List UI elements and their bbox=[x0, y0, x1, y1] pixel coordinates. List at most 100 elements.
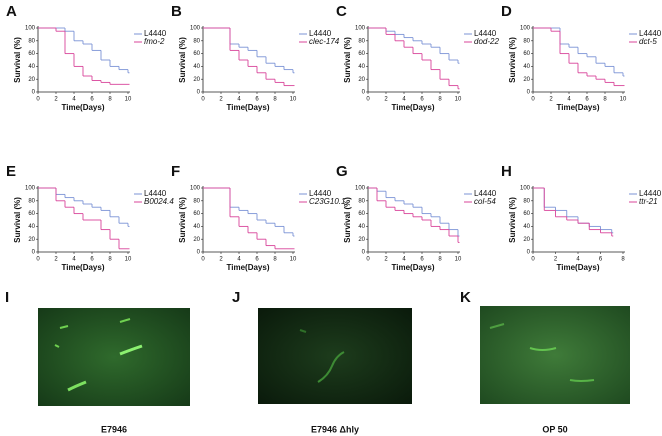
legend-label: fmo-2 bbox=[144, 37, 165, 46]
x-tick-label: 2 bbox=[54, 97, 58, 103]
y-tick-label: 20 bbox=[28, 237, 35, 243]
y-tick-label: 80 bbox=[358, 38, 365, 44]
x-tick-label: 2 bbox=[549, 97, 553, 103]
y-tick-label: 80 bbox=[523, 38, 530, 44]
x-axis-label: Time(Days) bbox=[392, 263, 435, 272]
x-axis-label: Time(Days) bbox=[557, 103, 600, 112]
x-tick-label: 2 bbox=[54, 257, 58, 263]
legend-label: L4440 bbox=[144, 189, 167, 198]
y-axis-label: Survival (%) bbox=[343, 197, 352, 243]
x-tick-label: 8 bbox=[108, 97, 112, 103]
y-tick-label: 40 bbox=[28, 224, 35, 230]
y-tick-label: 40 bbox=[358, 64, 365, 70]
x-tick-label: 0 bbox=[201, 97, 205, 103]
x-axis-label: Time(Days) bbox=[392, 103, 435, 112]
panel-label: A bbox=[6, 3, 17, 20]
legend-label: B0024.4 bbox=[144, 197, 174, 206]
y-tick-label: 60 bbox=[193, 51, 200, 57]
legend-label: ttr-21 bbox=[639, 197, 658, 206]
x-tick-label: 4 bbox=[237, 97, 241, 103]
survival-chart: F 0 20 40 60 80 100 0 2 4 6 8 10 Time(Days) Survival (… bbox=[171, 163, 345, 272]
x-tick-label: 2 bbox=[384, 257, 388, 263]
y-tick-label: 20 bbox=[193, 77, 200, 83]
x-tick-label: 4 bbox=[72, 257, 76, 263]
x-tick-label: 10 bbox=[455, 257, 462, 263]
y-axis-label: Survival (%) bbox=[13, 37, 22, 83]
panel-label: C bbox=[336, 3, 347, 20]
y-axis-label: Survival (%) bbox=[178, 37, 187, 83]
image-i bbox=[38, 308, 190, 406]
x-tick-label: 6 bbox=[255, 97, 259, 103]
image-caption: OP 50 bbox=[542, 424, 567, 434]
y-tick-label: 0 bbox=[527, 90, 531, 96]
x-tick-label: 6 bbox=[255, 257, 259, 263]
y-axis-label: Survival (%) bbox=[178, 197, 187, 243]
x-tick-label: 6 bbox=[420, 257, 424, 263]
x-tick-label: 0 bbox=[366, 257, 370, 263]
panel-label: K bbox=[460, 289, 471, 306]
y-tick-label: 0 bbox=[32, 250, 36, 256]
x-tick-label: 8 bbox=[438, 97, 442, 103]
legend-label: L4440 bbox=[144, 29, 167, 38]
panel-label: J bbox=[232, 289, 240, 306]
x-axis-label: Time(Days) bbox=[227, 263, 270, 272]
y-axis-label: Survival (%) bbox=[13, 197, 22, 243]
x-tick-label: 2 bbox=[219, 257, 223, 263]
y-tick-label: 60 bbox=[523, 51, 530, 57]
x-tick-label: 10 bbox=[455, 97, 462, 103]
x-tick-label: 10 bbox=[290, 257, 297, 263]
x-tick-label: 2 bbox=[219, 97, 223, 103]
y-tick-label: 20 bbox=[28, 77, 35, 83]
x-tick-label: 8 bbox=[603, 97, 607, 103]
y-tick-label: 0 bbox=[362, 90, 366, 96]
x-tick-label: 4 bbox=[402, 257, 406, 263]
survival-chart: G 0 20 40 60 80 100 0 2 4 6 8 10 Time(Days) Survival (… bbox=[336, 163, 497, 272]
panel-label: B bbox=[171, 3, 182, 20]
y-tick-label: 20 bbox=[523, 77, 530, 83]
y-tick-label: 100 bbox=[190, 26, 201, 32]
image-caption: E7946 Δhly bbox=[311, 424, 359, 434]
legend-label: L4440 bbox=[309, 29, 332, 38]
legend-label: clec-174 bbox=[309, 37, 340, 46]
x-tick-label: 0 bbox=[366, 97, 370, 103]
x-tick-label: 6 bbox=[599, 257, 603, 263]
y-tick-label: 40 bbox=[193, 224, 200, 230]
y-tick-label: 80 bbox=[523, 198, 530, 204]
y-tick-label: 80 bbox=[193, 198, 200, 204]
y-tick-label: 0 bbox=[32, 90, 36, 96]
y-tick-label: 100 bbox=[520, 186, 531, 192]
y-tick-label: 20 bbox=[358, 77, 365, 83]
x-tick-label: 8 bbox=[273, 97, 277, 103]
x-tick-label: 4 bbox=[576, 257, 580, 263]
survival-chart: C 0 20 40 60 80 100 0 2 4 6 8 10 Time(Days) Survival (… bbox=[336, 3, 499, 112]
y-tick-label: 60 bbox=[358, 51, 365, 57]
legend-label: dct-5 bbox=[639, 37, 657, 46]
x-tick-label: 2 bbox=[554, 257, 558, 263]
y-tick-label: 60 bbox=[193, 211, 200, 217]
x-tick-label: 2 bbox=[384, 97, 388, 103]
x-tick-label: 0 bbox=[36, 97, 40, 103]
x-tick-label: 4 bbox=[237, 257, 241, 263]
x-tick-label: 4 bbox=[567, 97, 571, 103]
x-tick-label: 8 bbox=[438, 257, 442, 263]
legend-label: L4440 bbox=[474, 29, 497, 38]
x-tick-label: 0 bbox=[531, 257, 535, 263]
y-tick-label: 40 bbox=[358, 224, 365, 230]
x-tick-label: 6 bbox=[90, 97, 94, 103]
x-tick-label: 4 bbox=[72, 97, 76, 103]
image-caption: E7946 bbox=[101, 424, 127, 434]
legend-label: L4440 bbox=[639, 29, 662, 38]
y-axis-label: Survival (%) bbox=[508, 197, 517, 243]
survival-chart: H 0 20 40 60 80 100 0 2 4 6 8 Time(Days) Survival (%)… bbox=[501, 163, 662, 272]
legend-label: L4440 bbox=[474, 189, 497, 198]
x-tick-label: 10 bbox=[125, 97, 132, 103]
y-tick-label: 60 bbox=[28, 51, 35, 57]
x-tick-label: 4 bbox=[402, 97, 406, 103]
y-tick-label: 60 bbox=[358, 211, 365, 217]
legend-label: col-54 bbox=[474, 197, 496, 206]
y-tick-label: 0 bbox=[527, 250, 531, 256]
x-tick-label: 0 bbox=[36, 257, 40, 263]
x-tick-label: 8 bbox=[273, 257, 277, 263]
y-axis-label: Survival (%) bbox=[343, 37, 352, 83]
